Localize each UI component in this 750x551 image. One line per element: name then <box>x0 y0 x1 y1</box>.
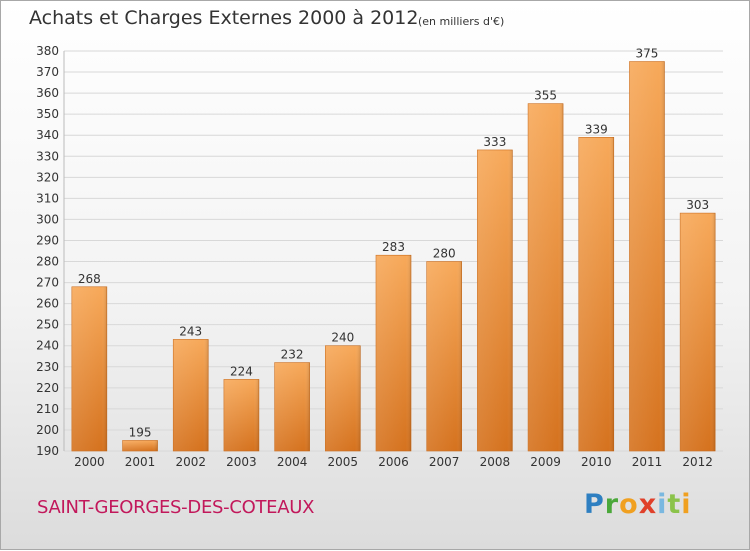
y-tick-label: 210 <box>36 402 59 416</box>
bar-shade <box>426 261 462 451</box>
y-tick-label: 200 <box>36 423 59 437</box>
data-label: 355 <box>534 89 557 103</box>
bar-shade <box>122 440 158 451</box>
bars <box>71 61 716 452</box>
y-axis-ticks: 190 200 210 220 230 240 250 260 270 280 290 300 310 3… <box>36 44 59 458</box>
data-label: 283 <box>382 240 405 254</box>
data-label: 333 <box>483 135 506 149</box>
y-tick-label: 340 <box>36 128 59 142</box>
data-label: 240 <box>331 331 354 345</box>
y-tick-label: 250 <box>36 318 59 332</box>
y-tick-label: 260 <box>36 297 59 311</box>
y-tick-label: 310 <box>36 191 59 205</box>
bar-shade <box>376 255 411 451</box>
logo-letter: i <box>657 489 668 520</box>
x-tick-label: 2010 <box>581 455 612 469</box>
logo-letter: o <box>619 489 639 520</box>
bar-shade <box>223 379 259 451</box>
y-tick-label: 270 <box>36 276 59 290</box>
y-tick-label: 230 <box>36 360 59 374</box>
commune-name: SAINT-GEORGES-DES-COTEAUX <box>37 497 315 518</box>
logo-letter: t <box>667 489 682 520</box>
y-tick-label: 290 <box>36 233 59 247</box>
x-tick-label: 2006 <box>378 455 409 469</box>
bar-shade <box>71 286 107 451</box>
data-labels: 268 195 243 224 232 240 283 280 333 355 339 375 303 <box>78 47 709 440</box>
data-label: 280 <box>433 247 456 261</box>
chart-subtitle: (en milliers d'€) <box>418 15 505 28</box>
x-tick-label: 2008 <box>480 455 511 469</box>
proxiti-logo: Proxiti <box>584 489 692 520</box>
logo-letter: x <box>638 489 658 520</box>
bar-shade <box>173 339 209 451</box>
y-tick-label: 350 <box>36 107 59 121</box>
y-tick-label: 280 <box>36 255 59 269</box>
y-tick-label: 320 <box>36 170 59 184</box>
y-tick-label: 370 <box>36 65 59 79</box>
data-label: 195 <box>129 425 152 439</box>
x-tick-label: 2009 <box>530 455 561 469</box>
bar-shade <box>274 362 310 451</box>
y-tick-label: 190 <box>36 444 59 458</box>
logo-letter: P <box>584 489 605 520</box>
data-label: 268 <box>78 272 101 286</box>
logo-letter: r <box>604 489 620 520</box>
data-label: 339 <box>585 122 608 136</box>
y-tick-label: 220 <box>36 381 59 395</box>
x-tick-label: 2003 <box>226 455 257 469</box>
chart-title: Achats et Charges Externes 2000 à 2012 <box>29 7 419 29</box>
bar-shade <box>629 61 665 452</box>
data-label: 375 <box>636 47 659 61</box>
y-tick-label: 330 <box>36 149 59 163</box>
y-tick-label: 300 <box>36 212 59 226</box>
data-label: 224 <box>230 364 253 378</box>
logo-letter: i <box>681 489 692 520</box>
x-tick-label: 2007 <box>429 455 460 469</box>
x-tick-label: 2005 <box>328 455 359 469</box>
y-tick-label: 360 <box>36 86 59 100</box>
bar-shade <box>528 103 564 451</box>
data-label: 303 <box>686 198 709 212</box>
x-tick-label: 2011 <box>632 455 663 469</box>
bar-shade <box>325 345 361 451</box>
bar-shade <box>578 137 614 451</box>
x-tick-label: 2012 <box>682 455 713 469</box>
x-tick-label: 2002 <box>175 455 206 469</box>
y-tick-label: 240 <box>36 339 59 353</box>
bar-shade <box>477 149 513 451</box>
y-tick-label: 380 <box>36 44 59 58</box>
x-axis-ticks: 2000 2001 2002 2003 2004 2005 2006 2007 2008 2009… <box>74 455 713 469</box>
bar-shade <box>680 213 716 451</box>
data-label: 232 <box>281 348 304 362</box>
x-tick-label: 2004 <box>277 455 308 469</box>
x-tick-label: 2001 <box>125 455 156 469</box>
data-label: 243 <box>179 324 202 338</box>
x-tick-label: 2000 <box>74 455 105 469</box>
